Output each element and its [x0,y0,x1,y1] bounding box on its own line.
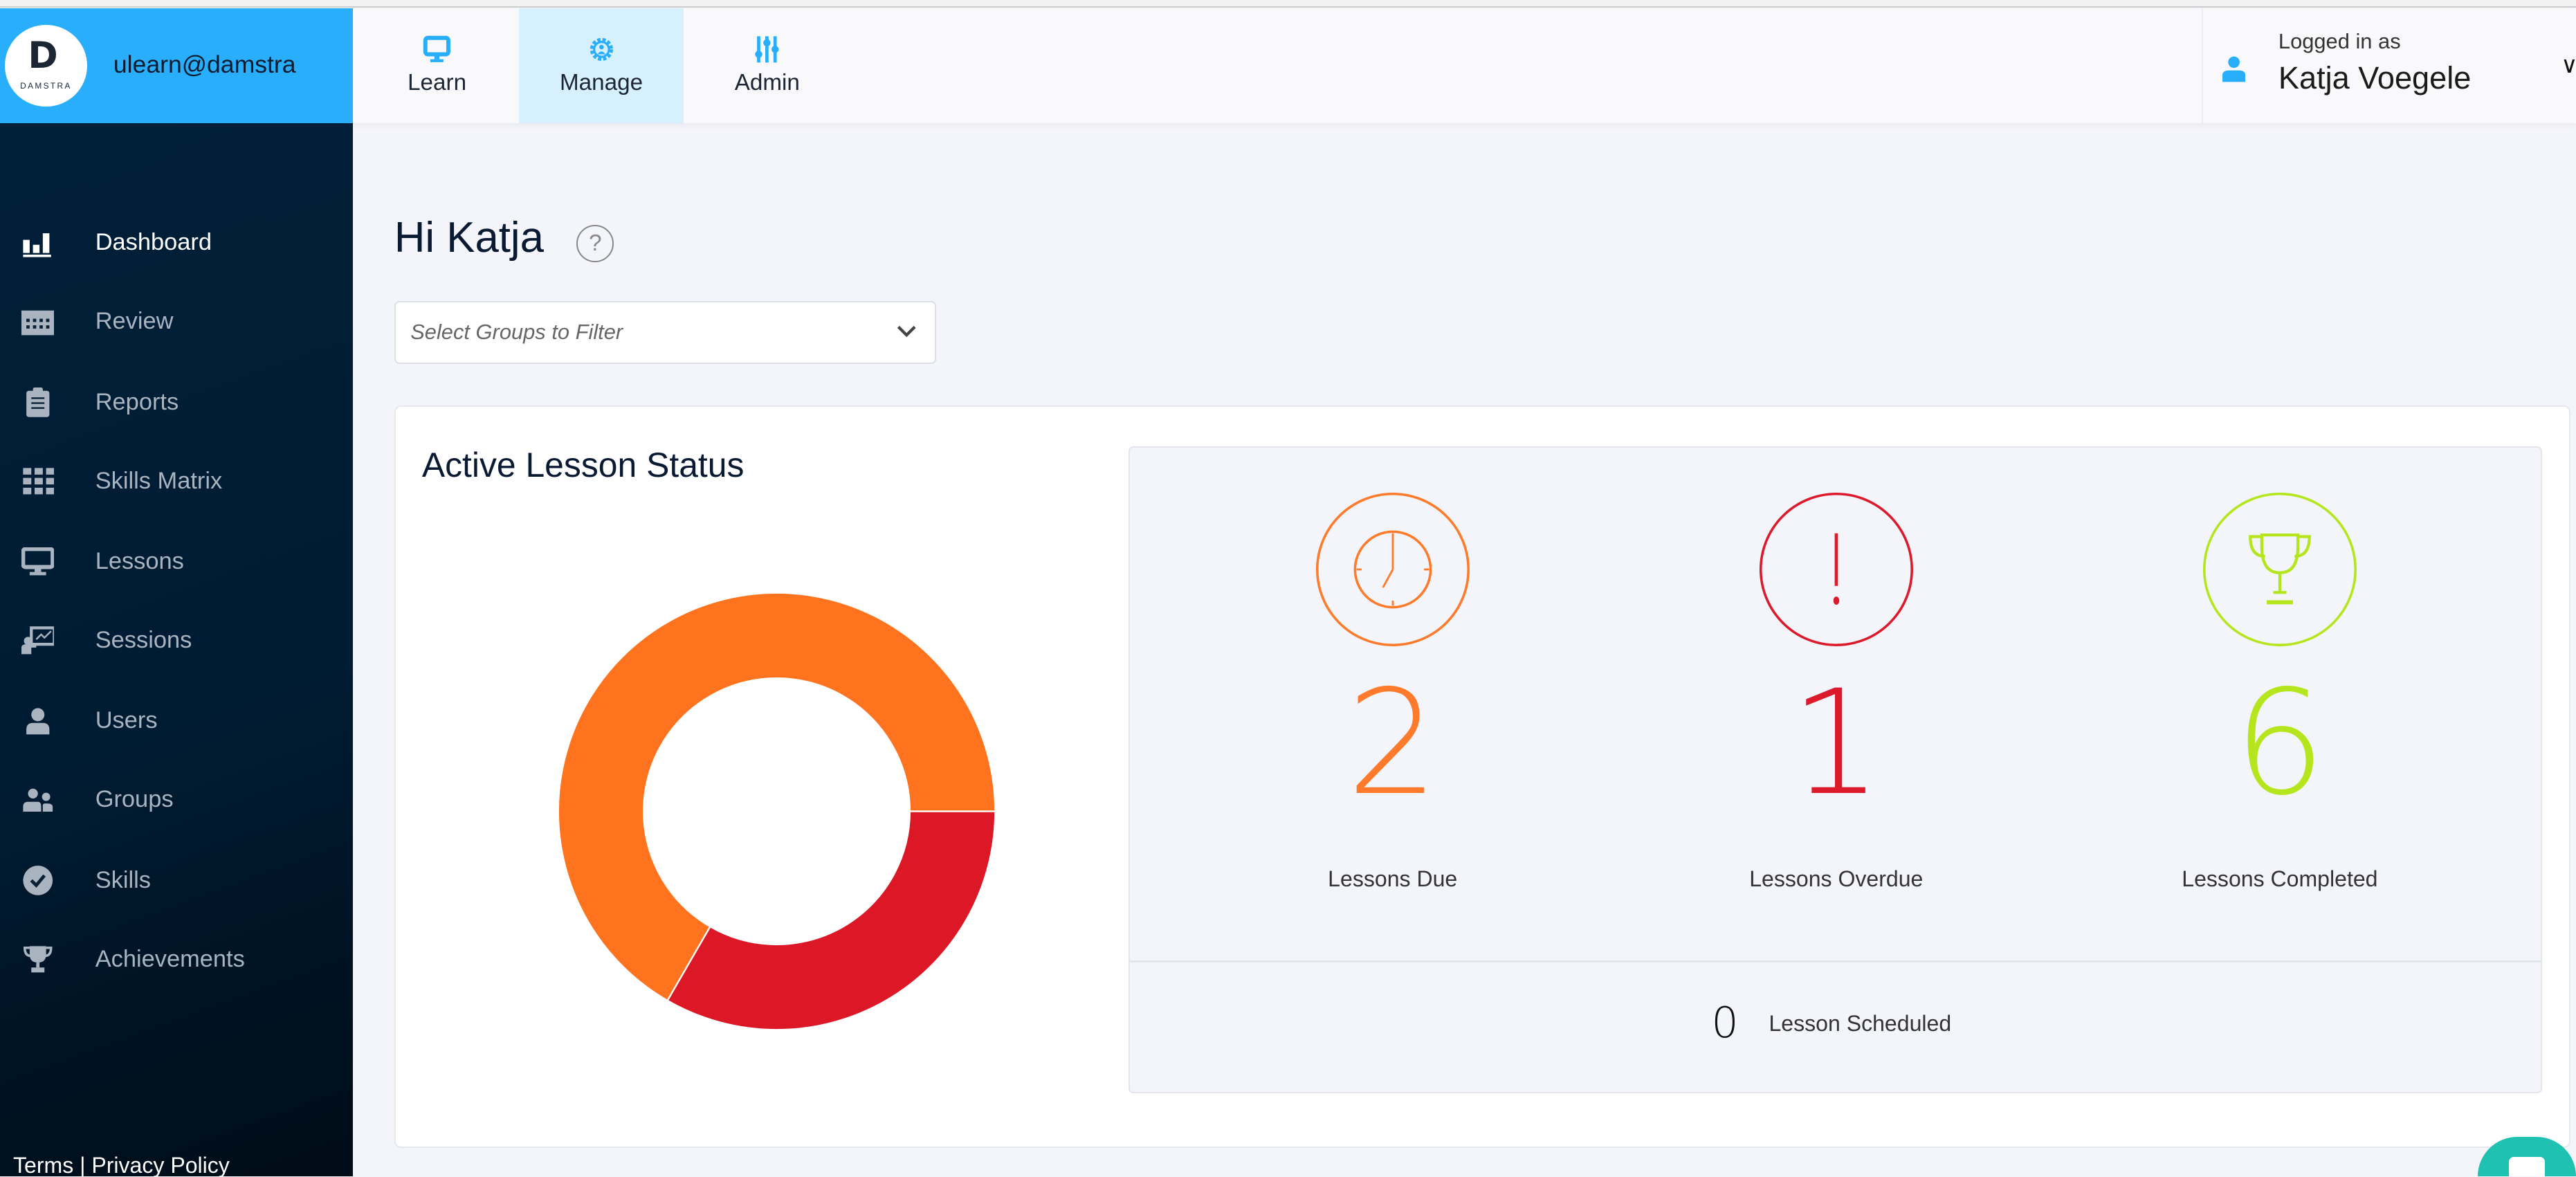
filter-placeholder: Select Groups to Filter [410,319,623,344]
sidebar-item-groups[interactable]: Groups [0,767,353,833]
tab-label: Learn [408,70,467,96]
stat-lessons-completed[interactable]: 6 Lessons Completed [2058,448,2501,960]
scheduled-value: 0 [1711,998,1739,1048]
help-icon[interactable]: ? [576,225,614,263]
presentation-icon [21,626,55,654]
group-filter-select[interactable]: Select Groups to Filter [394,300,936,365]
chevron-down-icon[interactable]: ∨ [2561,53,2576,79]
page-title: Hi Katja [394,213,544,262]
stat-value: 1 [1790,659,1883,828]
sidebar-item-skills[interactable]: Skills [0,848,353,913]
monitor-icon [21,547,55,576]
bar-chart-icon [23,233,51,257]
sidebar-item-label: Users [95,707,158,734]
top-header: D DAMSTRA ulearn@damstra Learn Manage Adm… [0,8,2576,124]
stat-value: 2 [1346,659,1439,828]
clipboard-icon [26,387,50,418]
clock-icon [1315,493,1470,647]
sidebar-item-review[interactable]: Review [0,289,353,355]
sidebar-item-label: Achievements [95,945,245,972]
sidebar-item-skills-matrix[interactable]: Skills Matrix [0,448,353,514]
donut-chart [557,592,996,1031]
trophy-icon [23,946,53,973]
users-icon [23,788,53,812]
sidebar-item-label: Dashboard [95,229,212,256]
user-icon [26,708,50,735]
sidebar-item-users[interactable]: Users [0,688,353,754]
user-icon [2222,56,2246,82]
damstra-logo: D DAMSTRA [5,24,87,107]
scheduled-label: Lesson Scheduled [1769,1010,1952,1036]
account-name: ulearn@damstra [113,50,296,78]
divider [1129,960,2541,962]
stats-panel: 2 Lessons Due 1 Lessons Overdue 6 Lesson… [1128,446,2543,1094]
tab-learn[interactable]: Learn [355,8,519,123]
donut-slice-lessons-due[interactable] [557,592,996,1002]
calendar-icon [21,310,55,336]
user-name: Katja Voegele [2278,60,2472,95]
brand-block[interactable]: D DAMSTRA ulearn@damstra [0,8,354,124]
tab-label: Manage [559,70,643,96]
sidebar-item-dashboard[interactable]: Dashboard [0,210,353,276]
check-circle-icon [23,866,53,896]
exclamation-icon [1759,493,1913,647]
chevron-down-icon [897,325,916,337]
sliders-icon [755,36,779,63]
gear-user-icon [590,37,613,61]
stat-lessons-overdue[interactable]: 1 Lessons Overdue [1614,448,2058,960]
stat-lessons-due[interactable]: 2 Lessons Due [1171,448,1614,960]
trophy-icon [2202,493,2357,647]
logged-in-label: Logged in as [2278,28,2401,53]
card-title: Active Lesson Status [421,446,745,485]
sidebar-item-label: Reports [95,388,179,415]
tab-manage[interactable]: Manage [519,8,684,124]
sidebar-item-lessons[interactable]: Lessons [0,529,353,595]
chat-icon [2508,1156,2545,1177]
sidebar-item-label: Skills [95,866,151,893]
terms-privacy-links[interactable]: Terms | Privacy Policy [12,1153,230,1177]
active-lesson-status-card: Active Lesson Status 2 Lessons Due 1 Les… [394,405,2571,1148]
stat-label: Lessons Due [1328,866,1458,891]
sidebar-item-label: Lessons [95,548,184,575]
user-menu[interactable]: Logged in as Katja Voegele ∨ [2201,8,2576,124]
sidebar: Dashboard Review Reports Skills Matrix L… [0,123,354,1177]
sidebar-item-sessions[interactable]: Sessions [0,608,353,674]
monitor-icon [423,35,451,62]
sidebar-item-label: Review [95,308,174,335]
stat-label: Lessons Completed [2182,866,2378,891]
sidebar-item-label: Groups [95,786,174,813]
stat-label: Lessons Overdue [1749,866,1924,891]
sidebar-item-label: Skills Matrix [95,467,223,494]
sidebar-item-label: Sessions [95,627,192,653]
donut-slice-lessons-overdue[interactable] [666,810,996,1031]
grid-check-icon [23,468,55,495]
tab-label: Admin [734,70,800,96]
tab-admin[interactable]: Admin [685,8,849,123]
sidebar-item-reports[interactable]: Reports [0,369,353,435]
sidebar-item-achievements[interactable]: Achievements [0,927,353,992]
stat-value: 6 [2234,659,2326,828]
browser-strip [0,0,2576,8]
